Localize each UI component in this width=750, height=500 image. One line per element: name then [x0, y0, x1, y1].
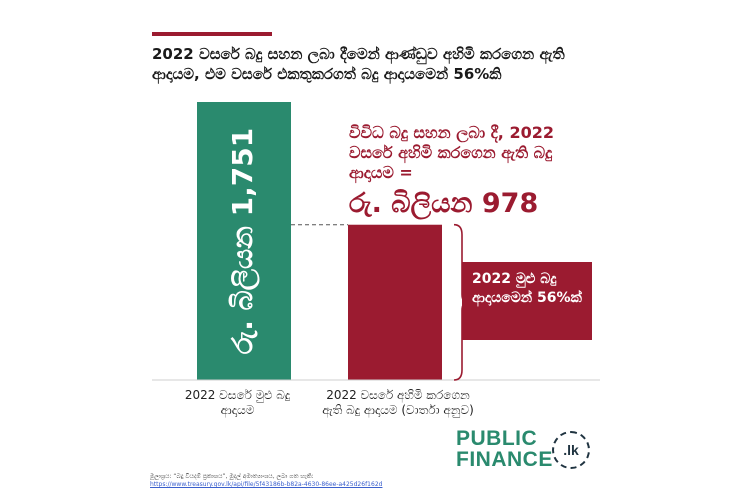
category-label-total: 2022 වසරේ මුළු බදු ආදායම: [184, 388, 291, 417]
logo-line-1: PUBLIC: [456, 427, 538, 450]
bar-total-value-label: රු. බිලියන 1,751: [226, 128, 260, 354]
source-note: මූලාශ්‍රය: “බදු වියදම් ප්‍රකාශය”, මුදල් …: [150, 473, 382, 489]
logo-line-2: FINANCE: [456, 448, 553, 471]
source-label: මූලාශ්‍රය: “බදු වියදම් ප්‍රකාශය”, මුදල් …: [150, 473, 314, 480]
bar-total-revenue: [197, 102, 291, 380]
annotation-big-value: රු. බිලියන 978: [349, 188, 539, 219]
bar-lost-revenue: [348, 224, 442, 380]
source-link[interactable]: https://www.treasury.gov.lk/api/file/5f4…: [150, 481, 383, 488]
annotation-subtitle: විවිධ බදු සහන ලබා දී, 2022 වසරේ අහිමි කර…: [349, 123, 554, 182]
publicfinance-logo: PUBLIC FINANCE .lk: [456, 428, 596, 474]
infographic-title: 2022 වසරේ බදු සහන ලබා දීමෙන් ආණ්ඩුව අහිම…: [152, 45, 565, 83]
category-label-lost: 2022 වසරේ අහිමි කරගෙන ඇති බදු ආදායම (වාර…: [322, 388, 474, 417]
logo-badge-icon: .lk: [552, 431, 590, 469]
share-callout-box: 2022 මුළු බදු ආදායමෙන් 56%ක්: [462, 262, 592, 340]
accent-line: [152, 32, 272, 36]
